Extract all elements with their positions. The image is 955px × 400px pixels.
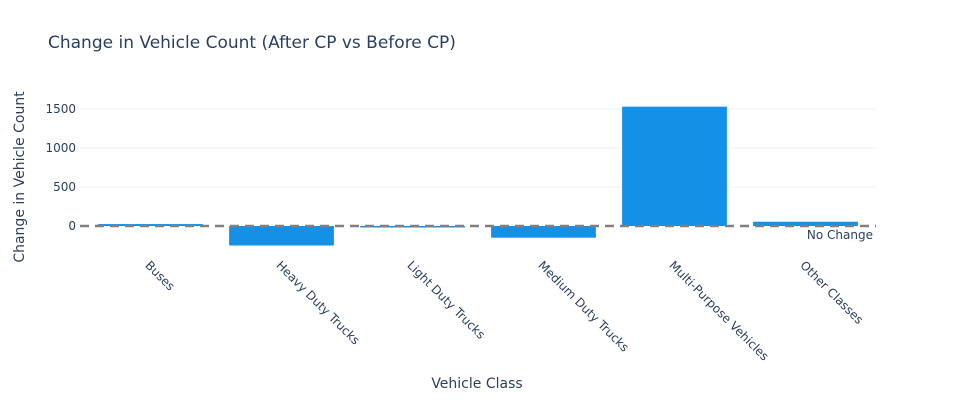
x-tick-label: Heavy Duty Trucks — [273, 258, 362, 347]
x-tick-label: Multi-Purpose Vehicles — [666, 258, 771, 363]
y-tick-label: 1000 — [45, 141, 76, 155]
bar — [753, 221, 858, 226]
bar — [98, 224, 203, 226]
chart-title: Change in Vehicle Count (After CP vs Bef… — [48, 33, 456, 53]
reference-line-group: No Change — [80, 224, 876, 242]
y-tick-labels: 0 500 1000 1500 — [45, 102, 76, 233]
x-axis-title: Vehicle Class — [431, 376, 522, 392]
x-tick-label: Other Classes — [797, 258, 866, 327]
bars — [98, 106, 858, 246]
bar — [229, 226, 334, 246]
y-tick-label: 1500 — [45, 102, 76, 116]
x-tick-label: Medium Duty Trucks — [535, 258, 631, 354]
gridlines — [80, 108, 876, 188]
x-tick-labels: Buses Heavy Duty Trucks Light Duty Trucks M… — [142, 258, 866, 363]
y-tick-label: 0 — [68, 219, 76, 233]
reference-line-label: No Change — [807, 228, 873, 242]
bar — [622, 106, 727, 226]
y-tick-label: 500 — [53, 180, 76, 194]
y-axis-title: Change in Vehicle Count — [12, 91, 28, 263]
x-tick-label: Buses — [142, 258, 177, 293]
x-tick-label: Light Duty Trucks — [404, 258, 488, 342]
bar — [491, 226, 596, 238]
